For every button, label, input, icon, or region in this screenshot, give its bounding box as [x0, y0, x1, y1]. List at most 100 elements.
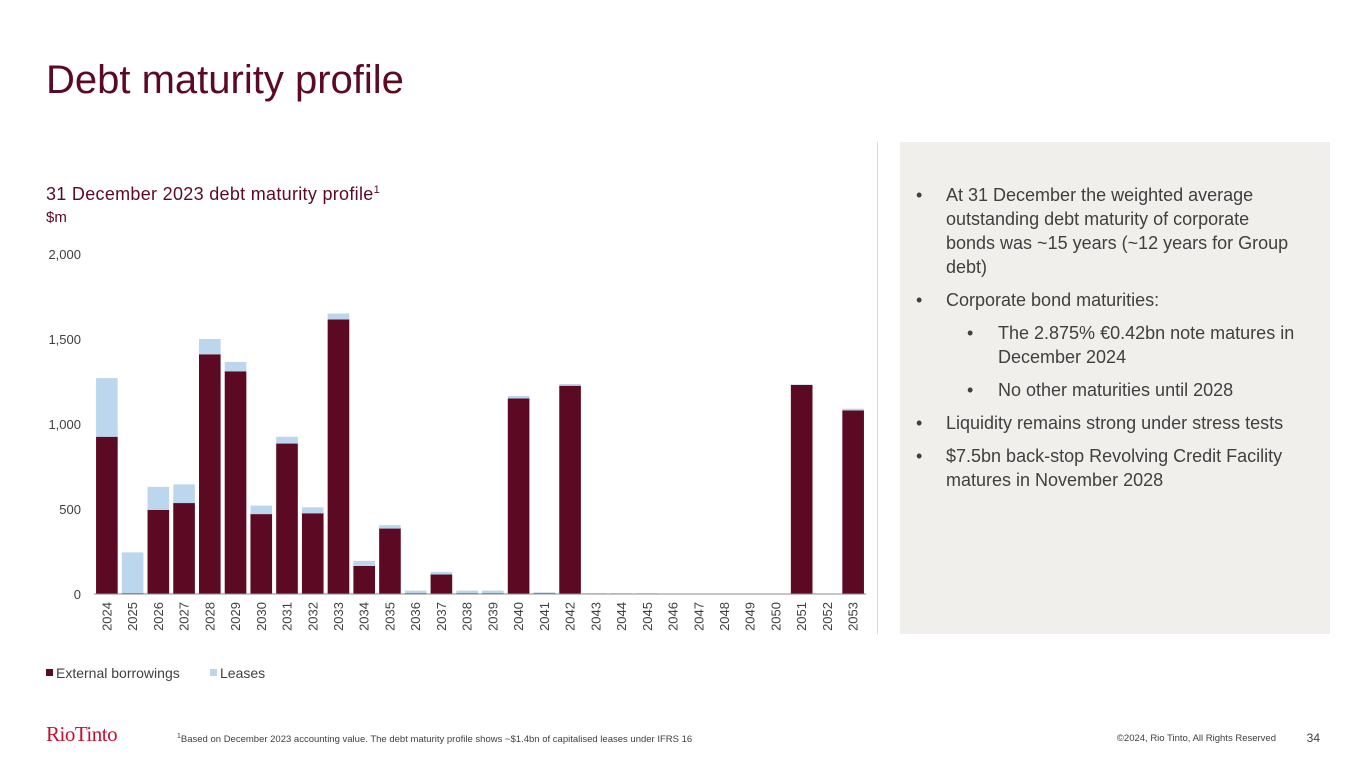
footnote-text: Based on December 2023 accounting value.… — [180, 734, 693, 746]
x-tick-label: 2027 — [177, 602, 192, 631]
x-tick-label: 2025 — [125, 602, 140, 631]
bullet-item: • Corporate bond maturities: — [916, 288, 1296, 312]
bar-leases — [121, 552, 144, 594]
footnote: 1Based on December 2023 accounting value… — [177, 733, 692, 745]
bar-external-borrowings — [276, 443, 298, 594]
bullet-marker: • — [967, 380, 974, 400]
bullet-list: • At 31 December the weighted average out… — [916, 183, 1296, 501]
bullet-marker: • — [916, 290, 923, 310]
x-tick-label: 2050 — [768, 602, 783, 631]
bar-external-borrowings — [301, 513, 324, 594]
bar-leases — [456, 590, 478, 594]
bullet-text: No other maturities until 2028 — [998, 380, 1234, 400]
bar-leases — [533, 592, 556, 594]
bar-external-borrowings — [250, 514, 273, 594]
x-tick-label: 2039 — [485, 602, 500, 631]
x-tick-label: 2031 — [280, 602, 295, 631]
bar-external-borrowings — [507, 398, 530, 594]
x-tick-label: 2038 — [460, 602, 475, 631]
page-title: Debt maturity profile — [46, 58, 404, 102]
bar-external-borrowings — [379, 528, 401, 594]
bullet-item: • $7.5bn back-stop Revolving Credit Facil… — [916, 444, 1296, 492]
commentary-panel — [900, 142, 1330, 634]
bar-leases — [559, 384, 581, 386]
x-tick-label: 2029 — [228, 602, 243, 631]
bullet-text: At 31 December the weighted average outs… — [946, 185, 1289, 277]
bar-external-borrowings — [173, 503, 195, 594]
bar-external-borrowings — [147, 509, 170, 594]
bar-external-borrowings — [353, 565, 376, 594]
bar-leases — [301, 507, 324, 514]
sub-bullet-item: • No other maturities until 2028 — [916, 378, 1296, 402]
x-tick-label: 2026 — [151, 602, 166, 631]
x-tick-label: 2052 — [820, 602, 835, 631]
bar-external-borrowings — [198, 354, 221, 594]
bar-leases — [327, 313, 350, 320]
x-tick-label: 2033 — [331, 602, 346, 631]
x-tick-label: 2053 — [846, 602, 861, 631]
divider-line — [877, 142, 878, 634]
bar-external-borrowings — [96, 436, 118, 594]
x-tick-label: 2034 — [357, 602, 372, 631]
y-tick-label: 2,000 — [48, 247, 81, 262]
bar-leases — [173, 484, 195, 504]
sub-bullet-item: • The 2.875% €0.42bn note matures in Dece… — [916, 321, 1296, 369]
page-number: 34 — [1306, 731, 1320, 745]
chart-title: 31 December 2023 debt maturity profile1 — [46, 184, 380, 205]
bar-leases — [96, 378, 118, 437]
bar-leases — [404, 590, 427, 594]
bar-external-borrowings — [790, 384, 813, 594]
legend-label-external-borrowings: External borrowings — [56, 665, 180, 681]
bar-leases — [507, 395, 530, 399]
legend-label-leases: Leases — [220, 665, 266, 681]
bar-leases — [353, 560, 376, 566]
bullet-item: • Liquidity remains strong under stress t… — [916, 411, 1296, 435]
x-tick-label: 2045 — [640, 602, 655, 631]
x-tick-label: 2024 — [99, 602, 114, 631]
bar-leases — [224, 361, 247, 372]
legend-swatch-leases — [210, 669, 217, 676]
x-tick-label: 2037 — [434, 602, 449, 631]
bullet-text: $7.5bn back-stop Revolving Credit Facili… — [946, 446, 1283, 490]
chart-title-footnote-marker: 1 — [373, 184, 380, 196]
copyright: ©2024, Rio Tinto, All Rights Reserved — [1116, 733, 1276, 744]
bar-leases — [250, 505, 273, 515]
bar-external-borrowings — [224, 371, 247, 594]
bullet-marker: • — [967, 323, 974, 343]
bar-leases — [482, 590, 504, 594]
bar-leases — [276, 436, 298, 444]
x-tick-label: 2048 — [717, 602, 732, 631]
chart-unit-label: $m — [46, 209, 67, 226]
bar-leases — [147, 486, 170, 510]
rio-tinto-logo: RioTinto — [46, 722, 118, 746]
legend-swatch-external-borrowings — [46, 669, 53, 676]
x-tick-label: 2036 — [408, 602, 423, 631]
bar-external-borrowings — [430, 574, 453, 594]
x-tick-label: 2047 — [691, 602, 706, 631]
bullet-text: The 2.875% €0.42bn note matures in Decem… — [998, 323, 1295, 367]
x-tick-label: 2051 — [794, 602, 809, 631]
bullet-text: Corporate bond maturities: — [946, 290, 1160, 310]
chart-title-text: 31 December 2023 debt maturity profile — [46, 184, 374, 204]
x-tick-label: 2040 — [511, 602, 526, 631]
bar-leases — [379, 525, 401, 529]
x-tick-label: 2042 — [563, 602, 578, 631]
x-tick-label: 2043 — [588, 602, 603, 631]
y-tick-label: 1,500 — [48, 332, 81, 347]
x-tick-label: 2044 — [614, 602, 629, 631]
legend-item-leases: Leases — [210, 665, 265, 681]
x-tick-label: 2046 — [666, 602, 681, 631]
bar-leases — [198, 339, 221, 355]
x-tick-label: 2030 — [254, 602, 269, 631]
bar-leases — [430, 571, 453, 575]
y-tick-label: 0 — [74, 587, 81, 602]
x-tick-label: 2028 — [202, 602, 217, 631]
bullet-marker: • — [916, 413, 923, 433]
bullet-marker: • — [916, 185, 923, 205]
bullet-item: • At 31 December the weighted average out… — [916, 183, 1296, 279]
y-tick-label: 1,000 — [48, 417, 81, 432]
footnote-marker: 1 — [177, 733, 181, 740]
x-tick-label: 2049 — [743, 602, 758, 631]
bar-external-borrowings — [842, 410, 864, 594]
bullet-text: Liquidity remains strong under stress te… — [946, 413, 1284, 433]
